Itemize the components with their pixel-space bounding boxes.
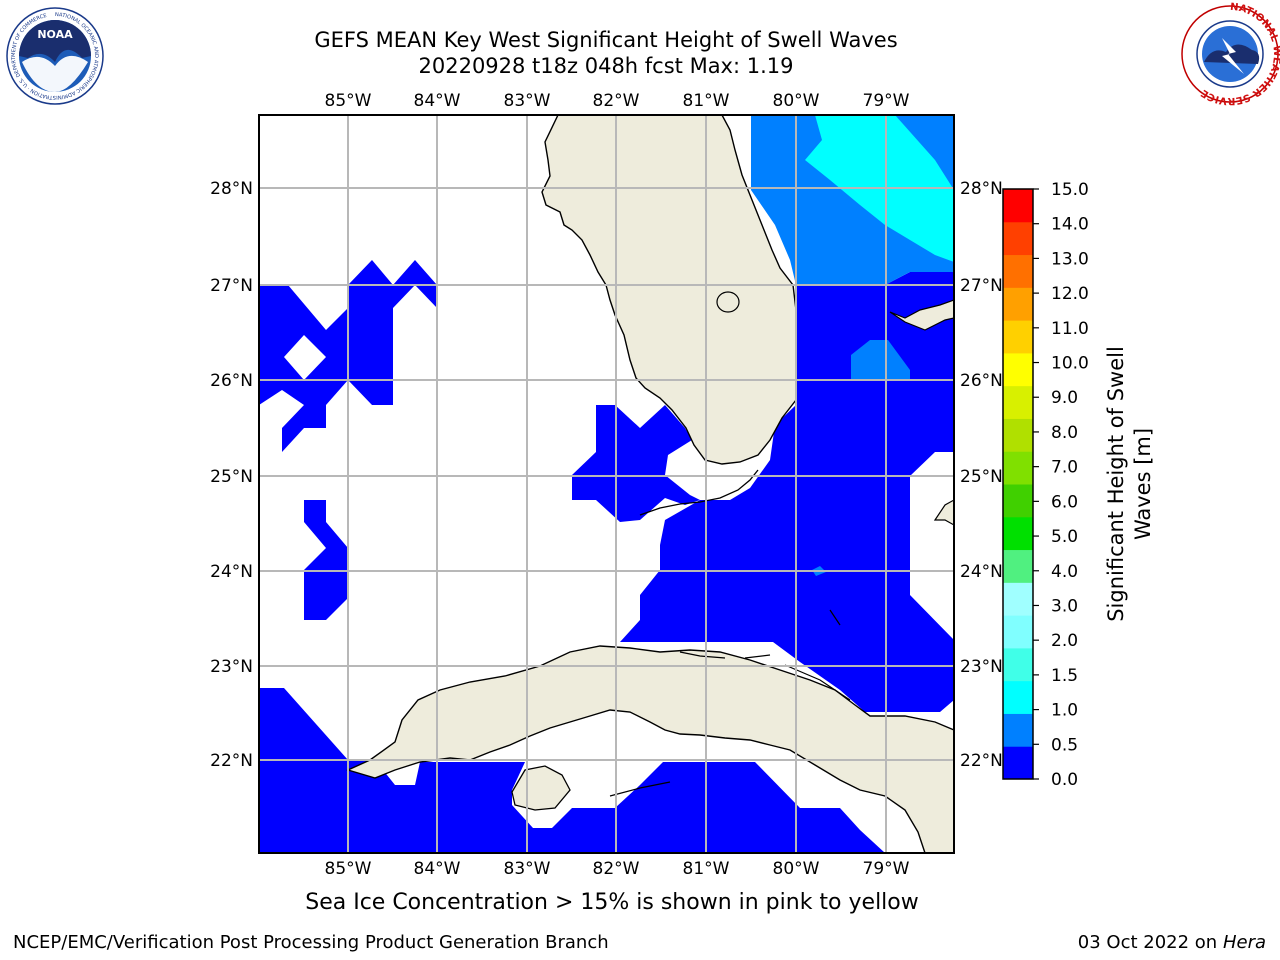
lat-labels-left: 28°N 27°N 26°N 25°N 24°N 23°N 22°N [210, 179, 253, 771]
colorbar-tick-label: 13.0 [1051, 249, 1089, 269]
colorbar-tick-label: 10.0 [1051, 354, 1089, 374]
lat-labels-right: 28°N 27°N 26°N 25°N 24°N 23°N 22°N [960, 179, 1003, 771]
colorbar-frame [1002, 188, 1034, 780]
noaa-logo-text: NOAA [37, 28, 73, 41]
lon-label: 82°W [593, 859, 640, 879]
lat-label: 26°N [210, 371, 253, 391]
lat-label: 23°N [960, 657, 1003, 677]
lat-label: 25°N [960, 467, 1003, 487]
lat-label: 24°N [960, 562, 1003, 582]
colorbar-tick-label: 3.0 [1051, 596, 1078, 616]
colorbar-tick-label: 15.0 [1051, 180, 1089, 200]
lon-label: 81°W [683, 91, 730, 111]
lon-labels-bottom: 85°W 84°W 83°W 82°W 81°W 80°W 79°W [325, 859, 910, 879]
florida-keys [639, 469, 759, 516]
lat-label: 27°N [960, 276, 1003, 296]
colorbar-segment [1003, 385, 1033, 419]
colorbar-segment [1003, 680, 1033, 714]
colorbar-tick-label: 14.0 [1051, 215, 1089, 235]
colorbar-tick-label: 4.0 [1051, 562, 1078, 582]
colorbar-tick-label: 7.0 [1051, 458, 1078, 478]
colorbar-segment [1003, 615, 1033, 649]
colorbar-tick-label: 1.5 [1051, 666, 1078, 686]
lat-label: 22°N [960, 751, 1003, 771]
colorbar-segment [1003, 516, 1033, 551]
map-panel [259, 115, 954, 853]
colorbar-label-line2: Waves [m] [1131, 428, 1155, 540]
lat-label: 23°N [210, 657, 253, 677]
bahamas-north [889, 299, 954, 331]
swell-0-0.5-region [259, 260, 954, 853]
lat-label: 25°N [210, 467, 253, 487]
colorbar-tick-label: 0.0 [1051, 770, 1078, 790]
lake-okeechobee [716, 291, 740, 313]
lon-label: 85°W [325, 91, 372, 111]
cuba-cays [609, 609, 851, 797]
colorbar-segment [1003, 549, 1033, 583]
colorbar-tick-label: 11.0 [1051, 319, 1089, 339]
colorbar: 0.0 0.5 1.0 1.5 2.0 3.0 4.0 5.0 6.0 7.0 8.0 9.0 10.0… [1002, 180, 1089, 790]
footer-machine: Hera [1222, 932, 1266, 953]
lat-label: 27°N [210, 276, 253, 296]
footer-date-text: 03 Oct 2022 on [1077, 932, 1218, 953]
colorbar-segment [1003, 352, 1033, 387]
lat-label: 28°N [210, 179, 253, 199]
lon-label: 81°W [683, 859, 730, 879]
colorbar-segment [1003, 746, 1033, 780]
lat-label: 24°N [210, 562, 253, 582]
sea-ice-note: Sea Ice Concentration > 15% is shown in … [305, 890, 919, 915]
lon-label: 84°W [414, 859, 461, 879]
lon-label: 80°W [773, 91, 820, 111]
lon-label: 82°W [593, 91, 640, 111]
colorbar-segment [1003, 320, 1033, 354]
colorbar-segment [1003, 418, 1033, 452]
colorbar-segment [1003, 287, 1033, 321]
colorbar-segment [1003, 713, 1033, 747]
lat-label: 28°N [960, 179, 1003, 199]
colorbar-segment [1003, 221, 1033, 256]
lon-label: 80°W [773, 859, 820, 879]
colorbar-tick-label: 9.0 [1051, 388, 1078, 408]
colorbar-segment [1003, 647, 1033, 682]
map-frame [258, 114, 955, 854]
lon-label: 83°W [504, 91, 551, 111]
lon-label: 85°W [325, 859, 372, 879]
colorbar-tick-label: 1.0 [1051, 701, 1078, 721]
colorbar-label-line1: Significant Height of Swell [1104, 346, 1128, 622]
colorbar-tick-label: 0.5 [1051, 735, 1078, 755]
florida-landmass [541, 115, 797, 465]
footer-date: 03 Oct 2022 on Hera [1078, 932, 1266, 953]
colorbar-tick-label: 2.0 [1051, 631, 1078, 651]
colorbar-segment [1003, 582, 1033, 616]
noaa-logo: NOAA NATIONAL OCEANIC AND ATMOSPHERIC AD… [6, 7, 104, 105]
title-line-1: GEFS MEAN Key West Significant Height of… [314, 28, 898, 52]
lat-label: 26°N [960, 371, 1003, 391]
colorbar-tick-label: 6.0 [1051, 492, 1078, 512]
colorbar-segment [1003, 484, 1033, 518]
colorbar-segment [1003, 451, 1033, 485]
lon-labels-top: 85°W 84°W 83°W 82°W 81°W 80°W 79°W [325, 91, 910, 111]
nws-logo: NATIONAL WEATHER SERVICE [1181, 2, 1280, 106]
lat-label: 22°N [210, 751, 253, 771]
cuba-landmass [346, 645, 954, 853]
colorbar-segment [1003, 254, 1033, 288]
lon-label: 79°W [863, 859, 910, 879]
colorbar-segment [1003, 189, 1033, 223]
title-line-2: 20220928 t18z 048h fcst Max: 1.19 [418, 54, 794, 78]
lon-label: 79°W [863, 91, 910, 111]
footer-credit: NCEP/EMC/Verification Post Processing Pr… [13, 932, 609, 953]
map-gridlines [259, 115, 954, 853]
bahamas-andros [933, 499, 954, 526]
colorbar-tick-label: 12.0 [1051, 284, 1089, 304]
lon-label: 84°W [414, 91, 461, 111]
lon-label: 83°W [504, 859, 551, 879]
colorbar-tick-label: 8.0 [1051, 423, 1078, 443]
colorbar-tick-label: 5.0 [1051, 527, 1078, 547]
